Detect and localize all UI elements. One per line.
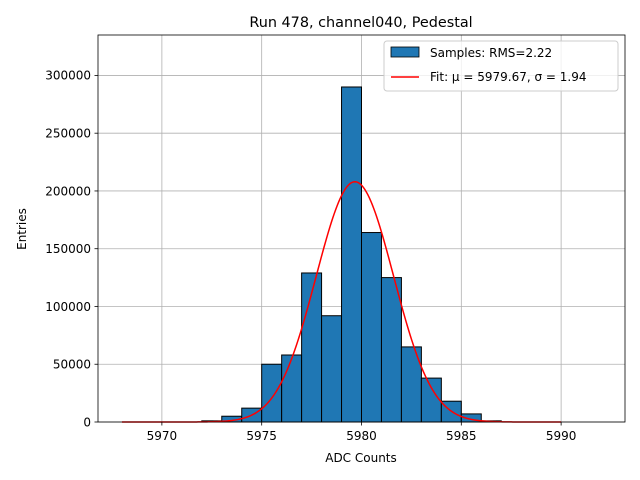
legend-fit-label: Fit: μ = 5979.67, σ = 1.94: [430, 70, 587, 84]
y-tick-label: 100000: [45, 300, 91, 314]
legend-histogram-swatch: [390, 46, 420, 58]
x-tick-label: 5980: [346, 429, 377, 443]
histogram-bar: [361, 232, 382, 423]
histogram-bar: [380, 277, 402, 423]
plot-area: 5970 5975 5980 5985 5990 0 50000 100000 150000 2…: [45, 34, 626, 443]
y-tick-label: 50000: [53, 358, 91, 372]
y-axis-label: Entries: [15, 208, 29, 250]
y-tick-label: 300000: [45, 69, 91, 83]
x-tick-label: 5985: [446, 429, 477, 443]
y-tick-label: 0: [83, 415, 91, 429]
x-axis-ticks: 5970 5975 5980 5985 5990: [147, 422, 577, 443]
y-tick-label: 250000: [45, 126, 91, 140]
histogram-bar: [261, 363, 283, 423]
legend-box: [383, 40, 619, 92]
x-tick-label: 5970: [147, 429, 178, 443]
y-tick-label: 150000: [45, 242, 91, 256]
histogram-bar: [281, 354, 303, 423]
y-axis-ticks: 0 50000 100000 150000 200000 250000 300000: [45, 69, 98, 429]
histogram-bar: [341, 86, 362, 423]
legend: Samples: RMS=2.22 Fit: μ = 5979.67, σ = …: [383, 40, 619, 92]
histogram-bar: [420, 377, 442, 423]
x-tick-label: 5990: [546, 429, 577, 443]
legend-histogram-label: Samples: RMS=2.22: [430, 46, 552, 60]
x-axis-label: ADC Counts: [325, 451, 397, 465]
y-tick-label: 200000: [45, 184, 91, 198]
histogram-bars: [201, 86, 502, 423]
chart-title: Run 478, channel040, Pedestal: [249, 15, 472, 31]
histogram-bar: [321, 315, 343, 423]
x-tick-label: 5975: [246, 429, 277, 443]
